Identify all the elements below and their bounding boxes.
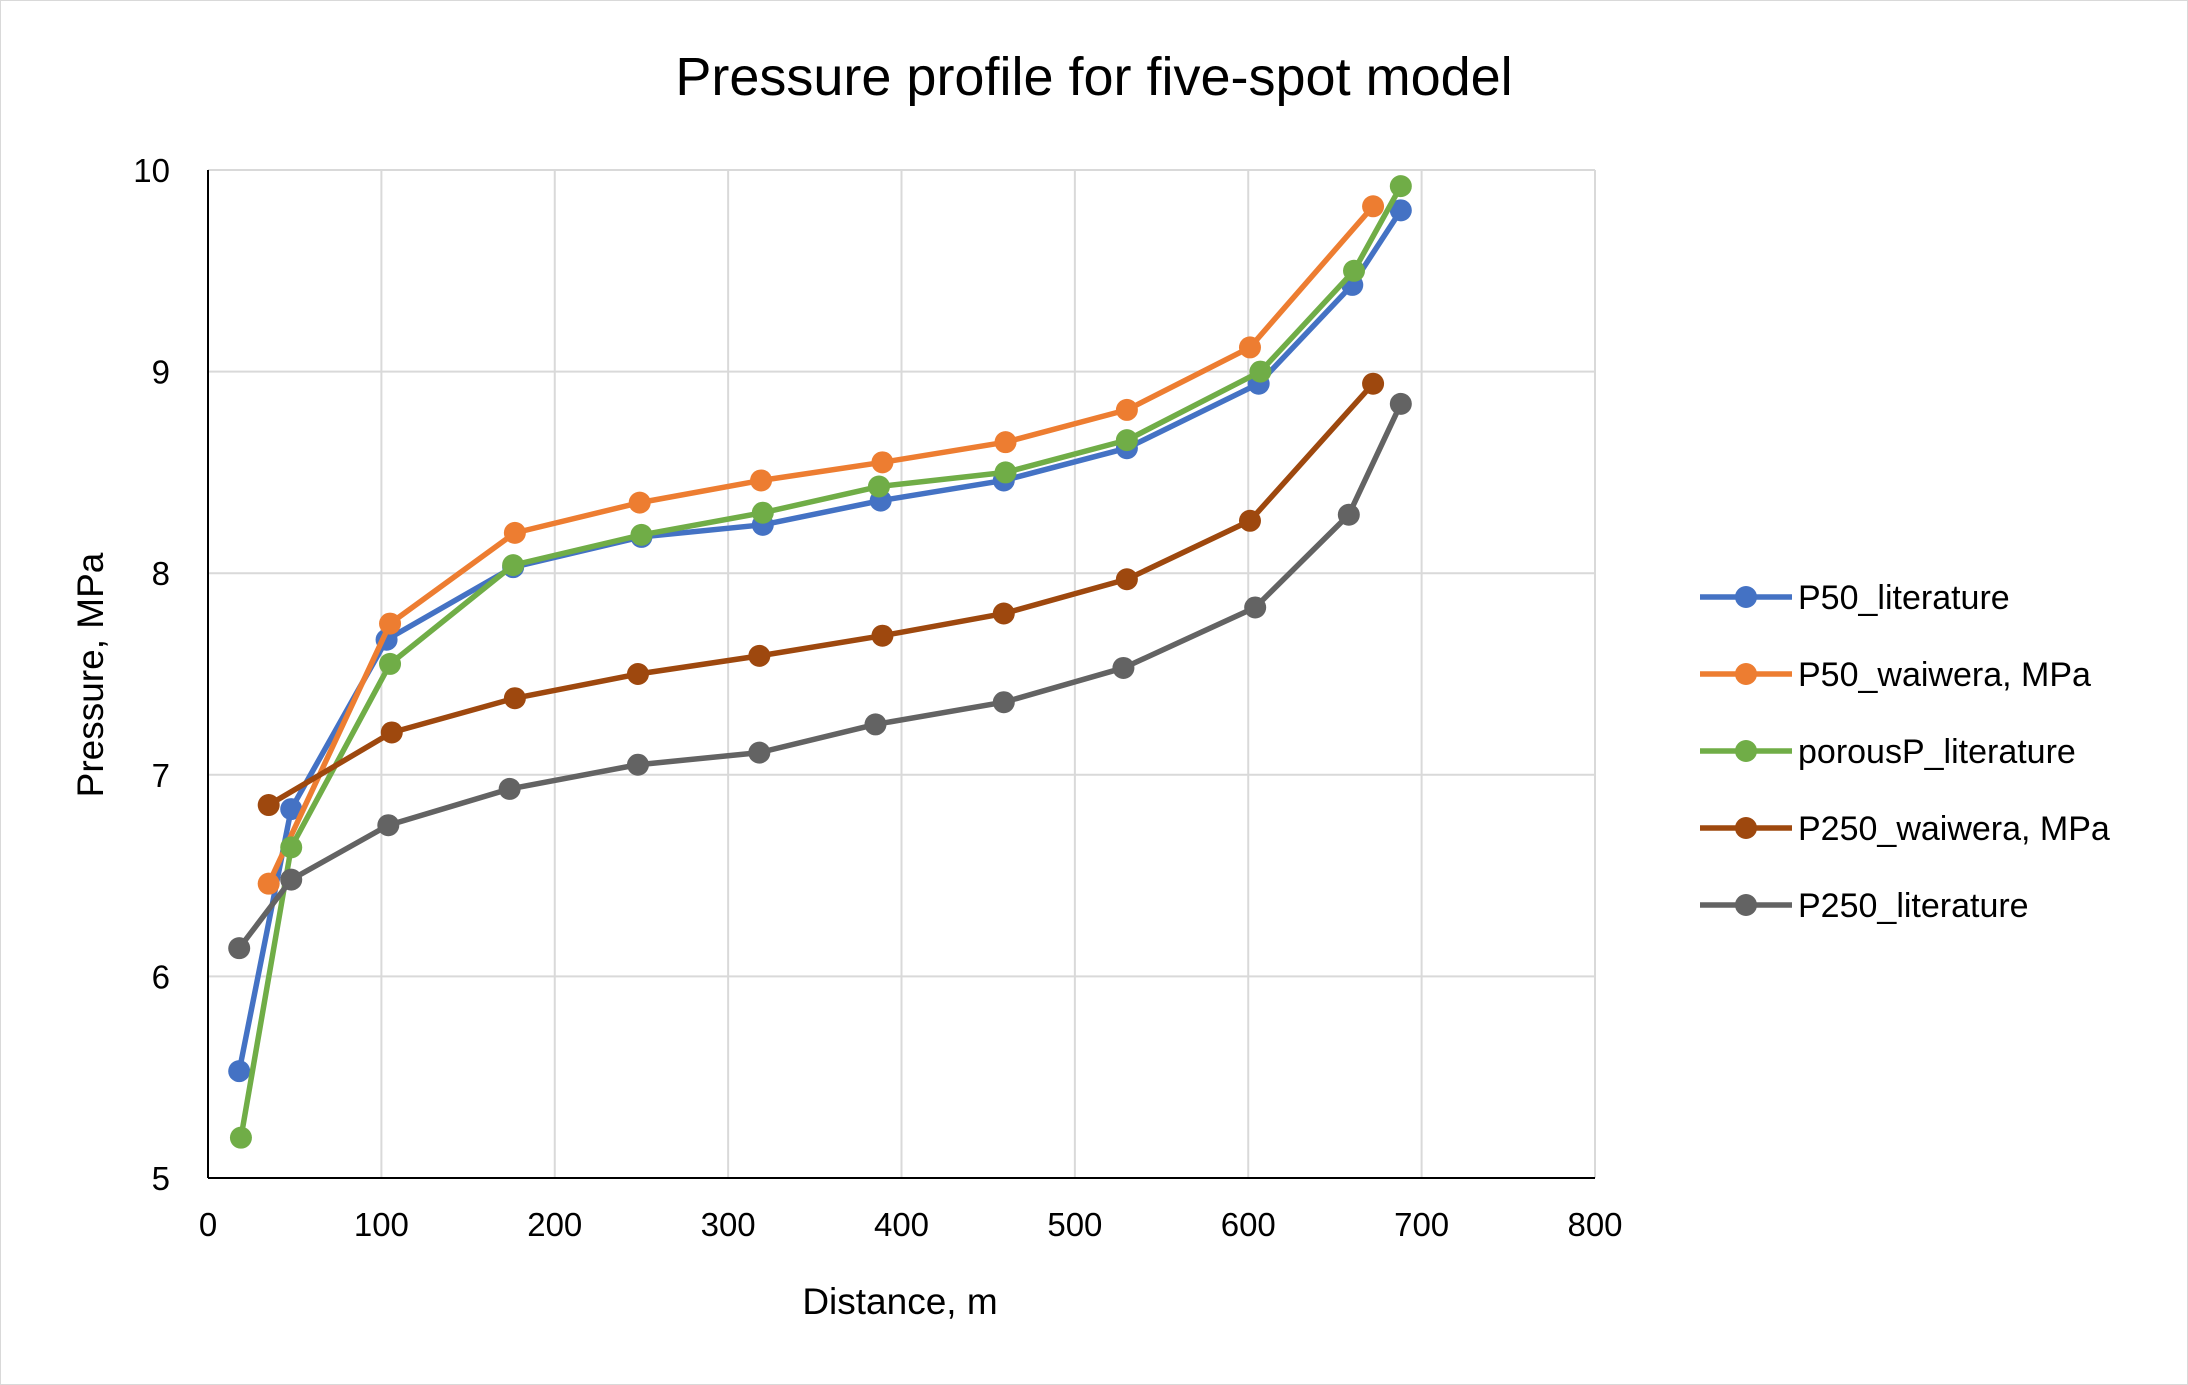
- y-tick-label: 9: [152, 354, 170, 391]
- data-point: [1337, 503, 1360, 526]
- data-point: [1362, 195, 1385, 218]
- data-point: [626, 753, 649, 776]
- x-tick-label: 700: [1394, 1206, 1449, 1243]
- series-line: [265, 380, 1376, 808]
- series-line: [265, 203, 1376, 887]
- data-point: [228, 1060, 251, 1083]
- data-point: [503, 687, 526, 710]
- data-point: [280, 868, 303, 891]
- data-point: [750, 469, 773, 492]
- data-point: [1249, 360, 1272, 383]
- y-tick-label: 6: [152, 958, 170, 995]
- data-point: [864, 713, 887, 736]
- series-line: [236, 401, 1404, 951]
- series-p50-literature: [228, 199, 1412, 1083]
- x-tick-label: 300: [701, 1206, 756, 1243]
- data-point: [1389, 175, 1412, 198]
- data-point: [871, 451, 894, 474]
- chart-title: Pressure profile for five-spot model: [675, 47, 1512, 107]
- data-point: [992, 691, 1015, 714]
- data-point: [630, 523, 653, 546]
- data-point: [379, 652, 402, 675]
- data-point: [1115, 398, 1138, 421]
- series-line: [236, 207, 1404, 1074]
- series-line: [238, 183, 1404, 1141]
- data-point: [229, 1126, 252, 1149]
- x-tick-label: 800: [1567, 1206, 1622, 1243]
- y-axis-title: Pressure, MPa: [70, 552, 111, 797]
- data-point: [280, 836, 303, 859]
- data-point: [228, 937, 251, 960]
- legend-item: P250_literature: [1700, 887, 2029, 925]
- data-point: [751, 501, 774, 524]
- y-tick-label: 10: [133, 152, 170, 189]
- series-p250-literature: [228, 392, 1412, 960]
- legend-label: P250_literature: [1798, 887, 2029, 925]
- series-porousp-literature: [229, 175, 1412, 1149]
- y-tick-label: 8: [152, 555, 170, 592]
- tick-labels: 0 100 200 300 400 500 600 700 800 5 6 7 8 9 10: [133, 152, 1622, 1243]
- data-point: [994, 461, 1017, 484]
- data-point: [1343, 259, 1366, 282]
- x-tick-label: 600: [1221, 1206, 1276, 1243]
- data-point: [1115, 568, 1138, 591]
- data-point: [992, 602, 1015, 625]
- data-point: [628, 491, 651, 514]
- data-point: [498, 777, 521, 800]
- legend: P50_literature P50_waiwera, MPa porousP_li…: [1700, 579, 2110, 925]
- legend-label: P50_waiwera, MPa: [1798, 656, 2091, 694]
- data-point: [871, 624, 894, 647]
- x-tick-label: 100: [354, 1206, 409, 1243]
- legend-marker: [1735, 894, 1757, 916]
- data-point: [994, 431, 1017, 454]
- data-point: [748, 741, 771, 764]
- data-point: [1112, 656, 1135, 679]
- x-tick-label: 0: [199, 1206, 217, 1243]
- data-point: [1389, 199, 1412, 222]
- legend-marker: [1735, 817, 1757, 839]
- series-p50-waiwera-mpa: [257, 195, 1385, 895]
- x-axis-title: Distance, m: [802, 1281, 997, 1322]
- data-point: [377, 814, 400, 837]
- legend-marker: [1735, 586, 1757, 608]
- data-point: [1238, 509, 1261, 532]
- data-point: [1244, 596, 1267, 619]
- legend-marker: [1735, 663, 1757, 685]
- y-tick-label: 5: [152, 1160, 170, 1197]
- legend-label: porousP_literature: [1798, 733, 2076, 771]
- data-point: [1238, 336, 1261, 359]
- gridlines: [208, 169, 1596, 1178]
- legend-marker: [1735, 740, 1757, 762]
- data-point: [1389, 392, 1412, 415]
- y-tick-label: 7: [152, 757, 170, 794]
- x-tick-label: 200: [527, 1206, 582, 1243]
- x-tick-label: 500: [1047, 1206, 1102, 1243]
- legend-label: P250_waiwera, MPa: [1798, 810, 2110, 848]
- data-point: [502, 554, 525, 577]
- data-point: [380, 721, 403, 744]
- axes: [207, 170, 1595, 1179]
- data-point: [379, 612, 402, 635]
- legend-label: P50_literature: [1798, 579, 2010, 617]
- data-point: [748, 644, 771, 667]
- data-point: [867, 475, 890, 498]
- data-point: [1115, 429, 1138, 452]
- x-tick-label: 400: [874, 1206, 929, 1243]
- data-point: [257, 872, 280, 895]
- legend-item: P50_waiwera, MPa: [1700, 656, 2091, 694]
- series-p250-waiwera-mpa: [257, 372, 1385, 817]
- data-point: [257, 794, 280, 817]
- data-point: [626, 663, 649, 685]
- data-point: [1362, 372, 1385, 395]
- data-point: [280, 798, 303, 821]
- series-layer: [228, 175, 1412, 1149]
- legend-item: porousP_literature: [1700, 733, 2076, 771]
- legend-item: P50_literature: [1700, 579, 2010, 617]
- data-point: [503, 521, 526, 544]
- legend-item: P250_waiwera, MPa: [1700, 810, 2110, 848]
